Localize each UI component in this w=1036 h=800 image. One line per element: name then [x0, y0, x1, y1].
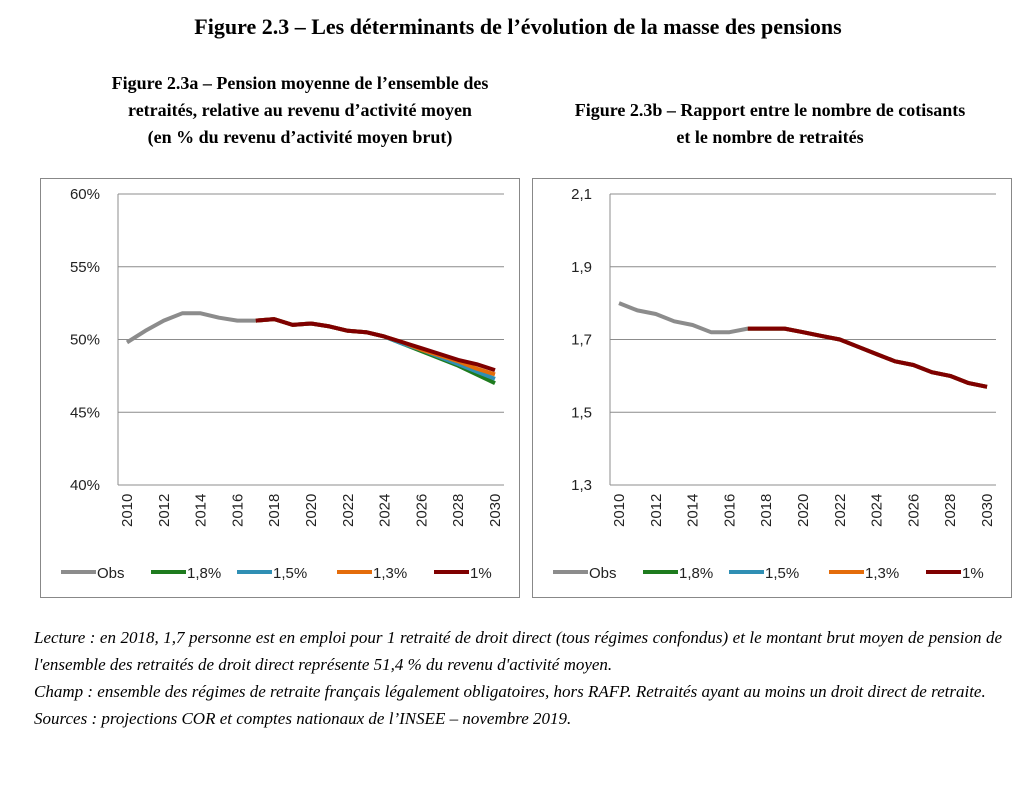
x-tick-label: 2010 [611, 494, 628, 527]
legend-label: Obs [97, 565, 125, 582]
x-tick-label: 2016 [721, 494, 738, 527]
legend-label: 1,8% [679, 565, 713, 582]
x-tick-label: 2012 [156, 494, 173, 527]
chart-a-title-line: (en % du revenu d’activité moyen brut) [147, 127, 453, 147]
note-champ: Champ : ensemble des régimes de retraite… [34, 682, 986, 701]
series-line-1 [747, 326, 988, 389]
chart-b-title-line: et le nombre de retraités [676, 127, 864, 147]
y-tick-label: 1,7 [571, 332, 592, 349]
y-tick-label: 1,5 [571, 404, 592, 421]
legend-label: 1,3% [373, 565, 407, 582]
x-tick-label: 2026 [905, 494, 922, 527]
legend-label: 1,5% [273, 565, 307, 582]
chart-b: 1,3 1,5 1,7 1,9 2,1 2010 2012 2014 2016 2018 2020 2… [553, 186, 996, 582]
series-line-Obs [125, 311, 256, 345]
x-tick-label: 2016 [229, 494, 246, 527]
series-line-1 [255, 317, 496, 373]
x-tick-label: 2026 [413, 494, 430, 527]
x-tick-label: 2018 [758, 494, 775, 527]
y-tick-label: 50% [70, 332, 100, 349]
chart-a-title-line: Figure 2.3a – Pension moyenne de l’ensem… [111, 73, 489, 93]
y-tick-label: 1,9 [571, 259, 592, 276]
x-tick-label: 2012 [648, 494, 665, 527]
x-tick-label: 2018 [266, 494, 283, 527]
x-tick-label: 2028 [942, 494, 959, 527]
x-tick-label: 2020 [795, 494, 812, 527]
chart-a-title-line: retraités, relative au revenu d’activité… [128, 100, 472, 120]
chart-b-title: Figure 2.3b – Rapport entre le nombre de… [520, 97, 1020, 151]
y-tick-label: 2,1 [571, 186, 592, 203]
x-tick-label: 2024 [869, 494, 886, 527]
chart-a: 40% 45% 50% 55% 60% 2010 2012 2014 2016 2018 2020 2… [61, 186, 504, 582]
x-tick-label: 2014 [685, 494, 702, 527]
note-sources: Sources : projections COR et comptes nat… [34, 709, 572, 728]
legend-label: 1% [470, 565, 492, 582]
x-tick-label: 2020 [303, 494, 320, 527]
x-tick-label: 2028 [450, 494, 467, 527]
y-tick-label: 1,3 [571, 477, 592, 494]
chart-b-title-line: Figure 2.3b – Rapport entre le nombre de… [574, 100, 966, 120]
legend-label: 1% [962, 565, 984, 582]
y-tick-label: 55% [70, 259, 100, 276]
x-tick-label: 2010 [119, 494, 136, 527]
x-tick-label: 2014 [193, 494, 210, 527]
series-line-18 [255, 317, 496, 386]
chart-b-panel: 1,3 1,5 1,7 1,9 2,1 2010 2012 2014 2016 2018 2020 2… [532, 178, 1012, 598]
legend-label: 1,8% [187, 565, 221, 582]
legend-label: 1,5% [765, 565, 799, 582]
note-lecture: Lecture : en 2018, 1,7 personne est en e… [34, 628, 1002, 674]
x-tick-label: 2024 [377, 494, 394, 527]
x-tick-label: 2030 [979, 494, 996, 527]
y-tick-label: 60% [70, 186, 100, 203]
series-line-Obs [618, 301, 749, 335]
chart-a-panel: 40% 45% 50% 55% 60% 2010 2012 2014 2016 2018 2020 2… [40, 178, 520, 598]
figure-title: Figure 2.3 – Les déterminants de l’évolu… [194, 14, 842, 39]
x-tick-label: 2030 [487, 494, 504, 527]
y-tick-label: 40% [70, 477, 100, 494]
chart-a-title: Figure 2.3a – Pension moyenne de l’ensem… [20, 70, 580, 151]
legend-label: 1,3% [865, 565, 899, 582]
notes: Lecture : en 2018, 1,7 personne est en e… [34, 624, 1002, 732]
x-tick-label: 2022 [832, 494, 849, 527]
y-tick-label: 45% [70, 404, 100, 421]
series-line-15 [255, 317, 496, 381]
legend-label: Obs [589, 565, 617, 582]
x-tick-label: 2022 [340, 494, 357, 527]
